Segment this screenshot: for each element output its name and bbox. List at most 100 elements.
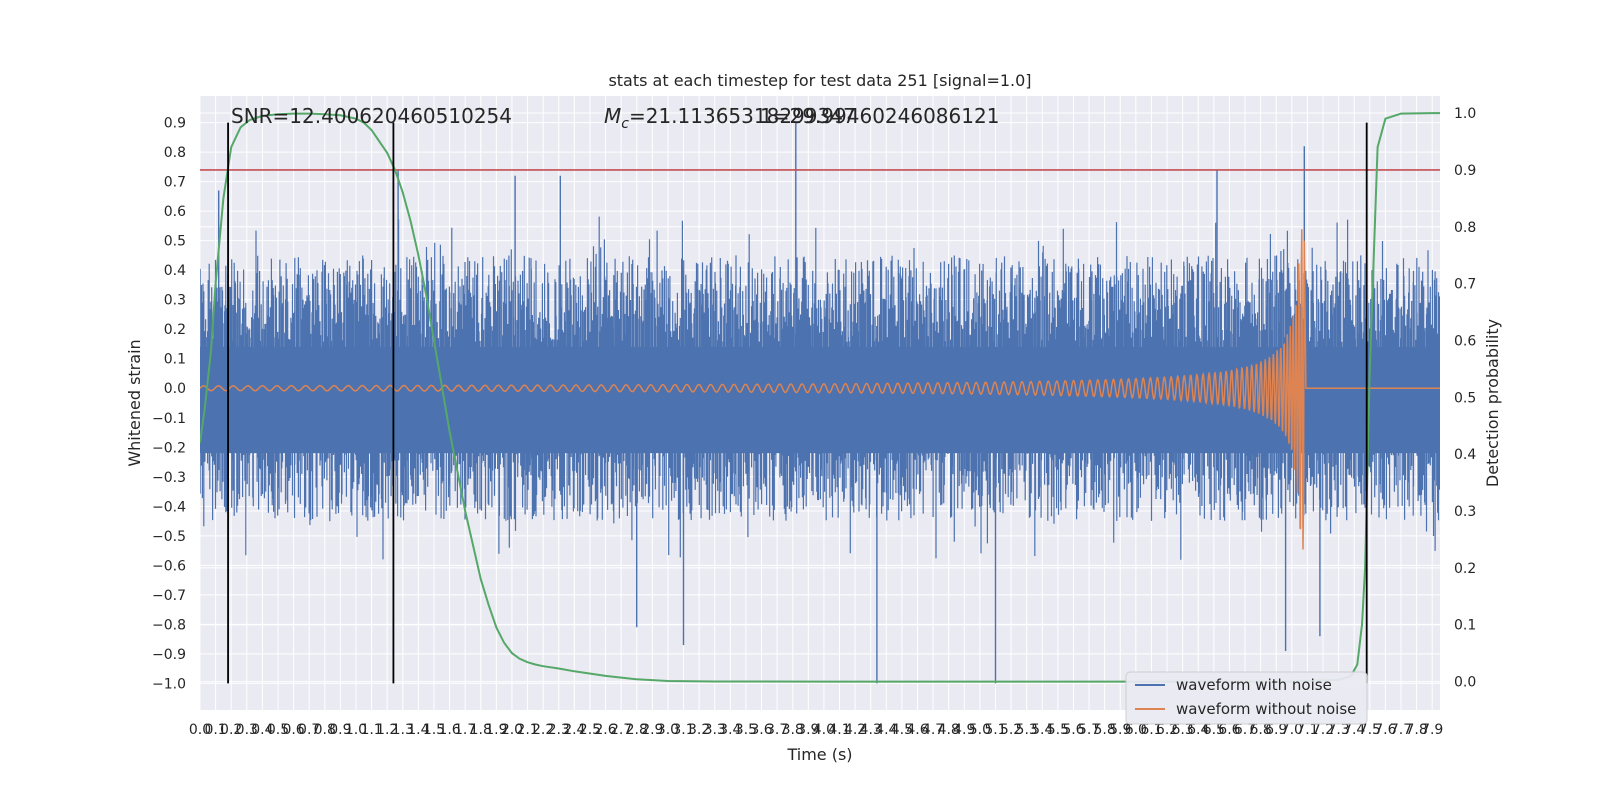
x-tick-label: 0.2 [220, 722, 242, 738]
x-tick-label: 7.6 [1374, 722, 1396, 738]
y-tick-label: 0.3 [164, 293, 186, 309]
x-tick-label: 2.5 [579, 722, 601, 738]
x-tick-label: 5.7 [1078, 722, 1100, 738]
y-right-tick-label: 0.5 [1454, 390, 1476, 406]
y-right-tick-label: 0.4 [1454, 447, 1476, 463]
y-right-tick-label: 0.0 [1454, 675, 1476, 691]
y-tick-label: −0.6 [152, 558, 186, 574]
x-tick-label: 4.4 [875, 722, 897, 738]
x-tick-label: 4.2 [844, 722, 866, 738]
y-tick-label: 0.8 [164, 145, 186, 161]
x-tick-label: 2.7 [610, 722, 632, 738]
snr-annotation: SNR=12.400620460510254 [231, 104, 512, 128]
x-tick-label: 2.9 [641, 722, 663, 738]
legend-label-noise: waveform with noise [1176, 676, 1332, 694]
y-tick-label: 0.5 [164, 234, 186, 250]
y-right-tick-label: 0.8 [1454, 220, 1476, 236]
x-tick-label: 5.5 [1047, 722, 1069, 738]
x-tick-label: 1.3 [392, 722, 414, 738]
chirp-mass-value: =21.11365318299347 [629, 104, 856, 128]
x-tick-label: 1.2 [376, 722, 398, 738]
x-tick-label: 6.4 [1187, 722, 1209, 738]
x-tick-label: 1.8 [470, 722, 492, 738]
x-tick-label: 6.6 [1218, 722, 1240, 738]
legend-box [1125, 671, 1368, 725]
y-tick-label: 0.4 [164, 263, 186, 279]
x-tick-label: 3.5 [735, 722, 757, 738]
x-tick-label: 3.9 [797, 722, 819, 738]
x-tick-label: 2.4 [563, 722, 585, 738]
y-tick-label: −0.2 [152, 440, 186, 456]
y-axis-label: Whitened strain [125, 339, 144, 466]
x-tick-label: 7.5 [1359, 722, 1381, 738]
y-tick-label: −0.9 [152, 647, 186, 663]
legend-label-clean: waveform without noise [1176, 700, 1356, 718]
x-tick-label: 4.0 [813, 722, 835, 738]
x-tick-label: 0.9 [329, 722, 351, 738]
x-tick-label: 4.6 [906, 722, 928, 738]
x-tick-label: 2.6 [594, 722, 616, 738]
x-tick-label: 3.0 [657, 722, 679, 738]
x-tick-label: 7.9 [1421, 722, 1443, 738]
waveform-without-noise-line [200, 229, 1440, 550]
y-tick-label: −0.1 [152, 411, 186, 427]
x-tick-label: 3.1 [672, 722, 694, 738]
x-tick-label: 5.9 [1109, 722, 1131, 738]
x-tick-label: 6.3 [1172, 722, 1194, 738]
y-right-tick-label: 0.9 [1454, 163, 1476, 179]
y-tick-label: −0.7 [152, 588, 186, 604]
x-tick-label: 7.2 [1312, 722, 1334, 738]
x-tick-label: 3.6 [750, 722, 772, 738]
x-tick-label: 5.8 [1094, 722, 1116, 738]
y-right-tick-label: 1.0 [1454, 106, 1476, 122]
chirp-mass-annotation: Mc=21.11365318299347 [604, 104, 856, 132]
x-tick-label: 0.3 [236, 722, 258, 738]
x-tick-label: 6.2 [1156, 722, 1178, 738]
y-tick-label: −0.4 [152, 499, 186, 515]
x-tick-label: 0.7 [298, 722, 320, 738]
x-tick-label: 4.7 [922, 722, 944, 738]
x-tick-label: 3.4 [719, 722, 741, 738]
y-tick-label: −0.3 [152, 470, 186, 486]
x-tick-label: 2.3 [548, 722, 570, 738]
x-tick-label: 4.9 [953, 722, 975, 738]
x-tick-label: 5.4 [1031, 722, 1053, 738]
x-tick-label: 0.1 [204, 722, 226, 738]
y-right-tick-label: 0.3 [1454, 504, 1476, 520]
x-tick-label: 6.1 [1140, 722, 1162, 738]
chart-title: stats at each timestep for test data 251… [608, 71, 1031, 90]
x-tick-label: 7.8 [1405, 722, 1427, 738]
x-tick-label: 5.1 [984, 722, 1006, 738]
x-tick-label: 1.4 [407, 722, 429, 738]
y-right-tick-label: 0.6 [1454, 333, 1476, 349]
x-tick-label: 7.3 [1327, 722, 1349, 738]
x-tick-label: 6.7 [1234, 722, 1256, 738]
x-tick-label: 5.3 [1016, 722, 1038, 738]
x-tick-label: 1.0 [345, 722, 367, 738]
y-right-tick-label: 0.7 [1454, 277, 1476, 293]
x-tick-label: 3.8 [782, 722, 804, 738]
x-tick-label: 1.1 [360, 722, 382, 738]
overlapping-annotation: 1=29.99460246086121 [760, 104, 999, 128]
x-tick-label: 5.2 [1000, 722, 1022, 738]
x-tick-label: 0.4 [251, 722, 273, 738]
x-tick-label: 2.2 [532, 722, 554, 738]
legend: waveform with noise waveform without noi… [1125, 671, 1368, 725]
x-tick-label: 3.3 [704, 722, 726, 738]
x-tick-label: 5.0 [969, 722, 991, 738]
x-tick-label: 0.0 [189, 722, 211, 738]
x-tick-label: 0.8 [314, 722, 336, 738]
y-tick-label: −0.8 [152, 617, 186, 633]
x-tick-label: 2.0 [501, 722, 523, 738]
y-tick-label: 0.9 [164, 116, 186, 132]
x-tick-label: 4.3 [860, 722, 882, 738]
chirp-mass-subscript: c [621, 116, 629, 132]
x-tick-label: 6.0 [1125, 722, 1147, 738]
x-tick-label: 1.9 [485, 722, 507, 738]
x-tick-label: 7.4 [1343, 722, 1365, 738]
x-tick-label: 2.1 [516, 722, 538, 738]
y-tick-label: −0.5 [152, 529, 186, 545]
x-tick-label: 0.5 [267, 722, 289, 738]
y-tick-label: 0.6 [164, 204, 186, 220]
